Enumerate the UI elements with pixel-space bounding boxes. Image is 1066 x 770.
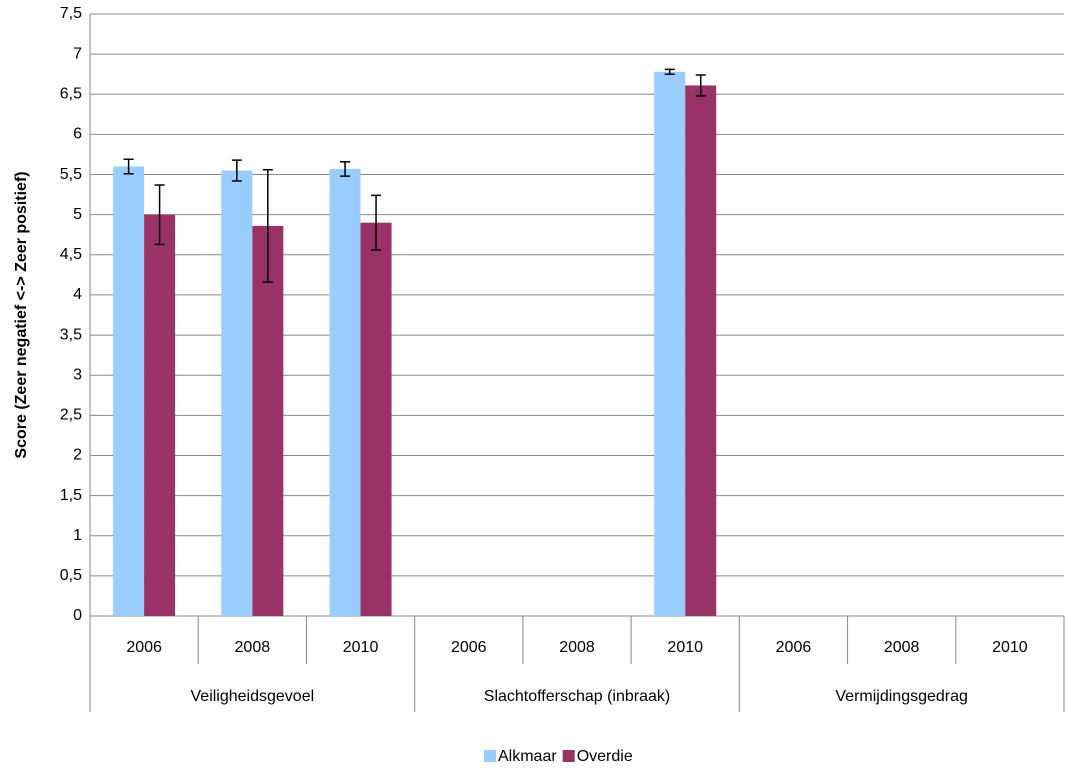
bar (329, 168, 361, 616)
error-bar (664, 68, 675, 75)
y-tick-label: 1,5 (60, 487, 82, 504)
legend-swatch (562, 750, 575, 762)
error-bar (262, 168, 273, 283)
x-tick-label: 2010 (667, 639, 703, 656)
group-label: Slachtofferschap (inbraak) (484, 688, 670, 705)
y-tick-label: 3,5 (60, 326, 82, 343)
x-tick-label: 2008 (235, 639, 271, 656)
x-tick-label: 2010 (992, 639, 1028, 656)
x-tick-label: 2008 (884, 639, 920, 656)
legend-swatch (484, 750, 496, 762)
x-tick-label: 2008 (559, 639, 595, 656)
bar (144, 214, 176, 616)
y-tick-label: 6 (73, 126, 82, 143)
bar (221, 170, 253, 616)
legend-label: Alkmaar (498, 748, 557, 765)
error-bar (231, 159, 242, 182)
y-tick-label: 6,5 (60, 85, 82, 102)
bar (252, 225, 284, 617)
bar (654, 71, 686, 617)
y-tick-label: 3 (73, 366, 82, 383)
bar (360, 222, 392, 616)
x-tick-label: 2010 (343, 639, 379, 656)
error-bar (123, 158, 134, 175)
y-tick-label: 4,5 (60, 246, 82, 263)
error-bar (340, 160, 351, 177)
y-tick-label: 4 (73, 286, 82, 303)
y-tick-label: 1 (73, 527, 82, 544)
x-tick-label: 2006 (126, 639, 162, 656)
error-bar (371, 194, 382, 251)
y-tick-label: 7,5 (60, 5, 82, 22)
y-tick-label: 5 (73, 206, 82, 223)
y-tick-label: 0 (73, 607, 82, 624)
bar (685, 85, 717, 617)
y-tick-label: 2 (73, 447, 82, 464)
y-axis-label: Score (Zeer negatief <-> Zeer positief) (13, 171, 30, 458)
y-tick-label: 7 (73, 45, 82, 62)
y-tick-label: 0,5 (60, 567, 82, 584)
group-label: Vermijdingsgedrag (835, 688, 968, 705)
x-tick-label: 2006 (776, 639, 812, 656)
error-bar (154, 184, 165, 246)
y-tick-label: 2,5 (60, 407, 82, 424)
group-label: Veiligheidsgevoel (191, 688, 315, 705)
bar (113, 166, 145, 617)
x-tick-label: 2006 (451, 639, 487, 656)
y-tick-label: 5,5 (60, 166, 82, 183)
legend-label: Overdie (577, 748, 633, 765)
error-bar (695, 74, 706, 97)
